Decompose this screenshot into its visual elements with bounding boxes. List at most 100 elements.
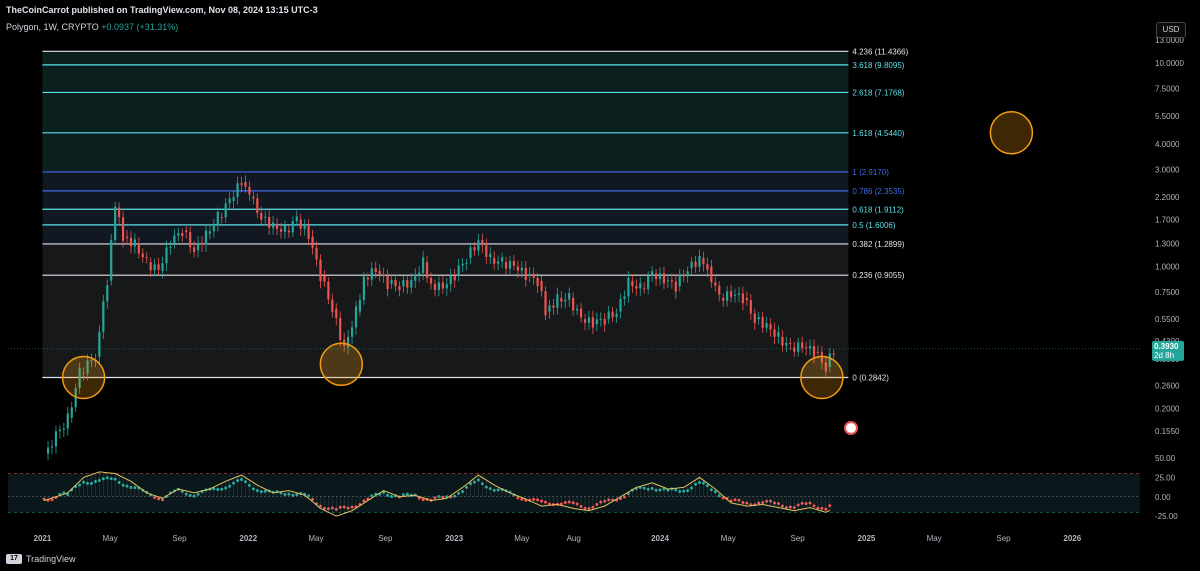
candle-body [737,293,741,295]
oscillator-dot [287,492,291,496]
candle-body [658,273,662,279]
oscillator-dot [161,498,165,502]
candle-body [70,407,73,418]
oscillator-dot [579,504,583,508]
price-axis-tick: 5.5000 [1155,112,1180,121]
fib-zone [42,190,849,210]
price-axis-tick: 0.7500 [1155,288,1180,297]
candle-body [125,236,129,238]
oscillator-dot [153,496,157,500]
oscillator-dot [330,506,334,510]
oscillator-dot [476,478,480,482]
candle-body [627,277,630,297]
candle-body [453,275,456,281]
candle-body [722,297,725,301]
candle-body [512,260,516,266]
oscillator-dot [89,481,93,485]
candle-body [686,271,689,277]
oscillator-dot [480,482,484,486]
candle-body [564,299,567,302]
candle-body [591,317,594,328]
candle-body [568,292,571,300]
oscillator-dot [571,501,575,505]
oscillator-dot [86,481,90,485]
oscillator-dot [109,477,113,481]
candle-body [406,280,409,288]
oscillator-dot [465,485,469,489]
tradingview-logo-icon: 17 [6,554,22,564]
candle-body [437,282,441,291]
candle-body [429,277,433,284]
candle-body [457,265,460,276]
oscillator-dot [326,507,330,511]
candle-body [820,352,823,363]
candle-body [481,239,484,246]
candle-body [761,317,764,328]
candle-body [114,206,117,241]
oscillator-dot [701,481,705,485]
time-axis-tick: 2023 [445,534,463,543]
oscillator-dot [338,505,342,509]
candle-body [362,276,366,300]
oscillator-dot [784,506,788,510]
candle-body [781,336,784,346]
candle-body [118,207,121,218]
candle-body [240,183,243,186]
candle-body [777,332,780,337]
fib-level-label: 0.382 (1.2899) [852,240,904,249]
oscillator-dot [405,492,409,496]
candle-body [260,212,263,220]
oscillator-dot [587,507,591,511]
oscillator-dot [520,497,524,501]
candle-body [524,267,527,280]
oscillator-dot [472,480,476,484]
oscillator-dot [437,494,441,498]
highlight-circle [61,355,106,400]
oscillator-dot [469,482,473,486]
oscillator-dot [346,506,350,510]
candle-body [579,308,583,318]
oscillator-dot [255,489,259,493]
candle-body [824,362,827,372]
candle-body [394,279,397,287]
oscillator-dot [311,497,315,501]
candle-body [98,331,101,357]
fib-level-label: 4.236 (11.4366) [852,47,908,56]
oscillator-dot [733,498,737,502]
candle-body [133,239,137,247]
oscillator-dot [461,490,465,494]
time-axis-tick: Sep [378,534,393,543]
oscillator-dot [757,501,761,505]
oscillator-dot [737,498,741,502]
candle-body [812,346,816,357]
candle-body [682,275,685,277]
candle-body [291,221,294,233]
price-axis-tick: 13.0000 [1155,36,1184,45]
candle-body [414,274,417,281]
candle-body [196,242,200,251]
last-price-badge [1152,340,1184,361]
oscillator-dot [776,502,780,506]
symbol-legend[interactable]: Polygon, 1W, CRYPTO +0.0937 (+31.31%) [6,22,178,32]
oscillator-dot [709,488,713,492]
oscillator-dot [101,477,105,481]
oscillator-dot [121,483,125,487]
oscillator-axis-tick: 50.00 [1155,454,1176,463]
price-axis-tick: 0.2600 [1155,381,1180,390]
candle-body [307,225,310,239]
candle-body [465,262,468,264]
candle-body [335,308,338,318]
oscillator-dot [236,479,240,483]
candle-body [208,231,212,234]
currency-button[interactable]: USD [1156,22,1186,38]
candle-body [271,222,275,228]
oscillator-dot [824,507,828,511]
tradingview-logo[interactable]: 17 TradingView [6,554,76,564]
candle-body [82,372,85,374]
price-axis-tick: 10.0000 [1155,59,1184,68]
oscillator-dot [457,492,461,496]
candle-body [449,275,452,285]
oscillator-dot [97,479,101,483]
oscillator-dot [370,494,374,498]
